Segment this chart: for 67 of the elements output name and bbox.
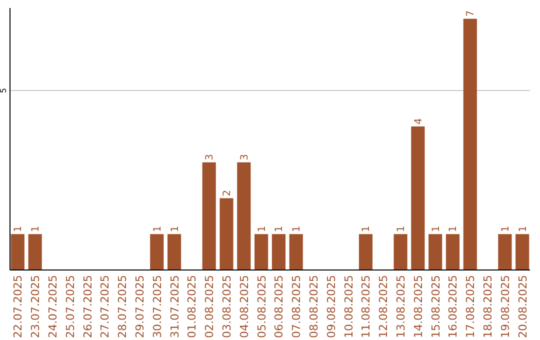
bar [358, 234, 373, 270]
bar [237, 162, 251, 270]
bar [202, 162, 216, 270]
x-tick-label: 11.08.2025 [360, 275, 373, 338]
bar [446, 234, 460, 270]
data-label: 7 [466, 10, 477, 17]
bar [394, 234, 408, 270]
data-label: 1 [256, 226, 268, 232]
x-tick-label: 22.07.2025 [12, 275, 25, 338]
data-label: 1 [448, 226, 460, 232]
bar [272, 234, 286, 270]
bar [150, 234, 164, 270]
bar [28, 234, 42, 270]
data-label: 1 [430, 226, 442, 232]
x-tick-label: 24.07.2025 [46, 275, 60, 338]
data-label: 4 [413, 118, 424, 124]
x-tick-label: 07.08.2025 [290, 275, 304, 338]
x-tick-label: 06.08.2025 [272, 275, 286, 338]
data-label: 2 [222, 190, 233, 196]
data-label: 1 [30, 226, 42, 232]
x-tick-label: 04.08.2025 [238, 275, 251, 338]
data-label: 1 [396, 226, 408, 232]
x-tick-label: 12.08.2025 [377, 275, 390, 338]
x-tick-label: 13.08.2025 [394, 275, 408, 338]
x-tick-label: 18.08.2025 [482, 275, 495, 338]
bar [463, 18, 477, 270]
bar [10, 234, 24, 270]
x-tick-label: 05.08.2025 [255, 275, 268, 338]
x-tick-label: 02.08.2025 [203, 275, 216, 338]
x-tick-label: 19.08.2025 [498, 275, 512, 338]
data-label: 1 [500, 226, 512, 232]
data-label: 1 [152, 226, 164, 232]
data-label: 1 [274, 226, 286, 232]
data-label: 1 [518, 226, 529, 232]
bar [254, 234, 268, 270]
x-tick-label: 10.08.2025 [342, 275, 356, 338]
bar [289, 234, 303, 270]
x-tick-label: 27.07.2025 [98, 275, 112, 338]
x-tick-label: 26.07.2025 [81, 275, 94, 338]
bar [498, 234, 512, 270]
x-tick-label: 30.07.2025 [150, 275, 164, 338]
data-label: 1 [13, 226, 24, 232]
x-tick-label: 09.08.2025 [324, 275, 338, 338]
x-tick-label: 17.08.2025 [464, 275, 478, 338]
data-label: 3 [239, 154, 250, 160]
x-tick-label: 31.07.2025 [168, 275, 182, 338]
x-tick-label: 20.08.2025 [516, 275, 530, 338]
x-tick-label: 29.07.2025 [133, 275, 146, 338]
bar [411, 126, 425, 270]
x-tick-label: 03.08.2025 [220, 275, 234, 338]
x-tick-label: 28.07.2025 [116, 275, 130, 338]
data-label: 1 [170, 226, 181, 232]
x-tick-label: 16.08.2025 [446, 275, 460, 338]
data-label: 3 [204, 154, 216, 160]
data-label: 1 [292, 226, 303, 232]
bar [220, 198, 234, 270]
x-tick-label: 25.07.2025 [64, 275, 77, 338]
x-tick-label: 23.07.2025 [29, 275, 42, 338]
x-tick-label: 15.08.2025 [429, 275, 442, 338]
data-label: 1 [361, 226, 372, 232]
x-tick-label: 08.08.2025 [308, 275, 321, 338]
y-tick-label: 5 [0, 88, 8, 94]
bar [516, 234, 530, 270]
bar [167, 234, 182, 270]
x-tick-label: 14.08.2025 [412, 275, 425, 338]
bar [428, 234, 442, 270]
x-tick-label: 01.08.2025 [186, 275, 199, 338]
